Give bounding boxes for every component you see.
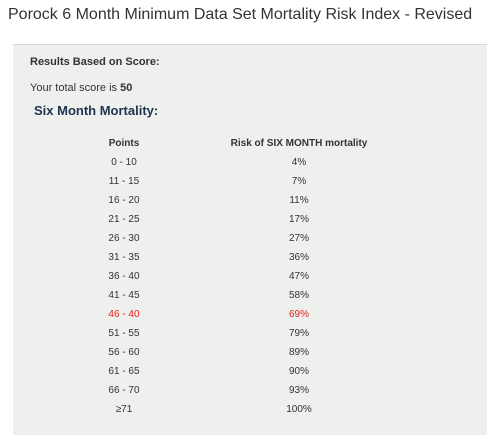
risk-column-header: Risk of SIX MONTH mortality (230, 138, 368, 149)
points-column-header: Points (108, 138, 140, 149)
table-row: 0 - 10 4% (13, 153, 487, 172)
table-row: 41 - 45 58% (13, 286, 487, 305)
six-month-mortality-heading: Six Month Mortality: (34, 103, 159, 118)
table-row-highlighted: 46 - 40 69% (13, 305, 487, 324)
table-row: 51 - 55 79% (13, 324, 487, 343)
table-row: 16 - 20 11% (13, 191, 487, 210)
risk-cell: 58% (288, 290, 309, 301)
risk-cell: 17% (288, 214, 309, 225)
points-cell: 46 - 40 (108, 309, 140, 320)
risk-cell: 36% (288, 252, 309, 263)
points-cell: 31 - 35 (108, 252, 140, 263)
risk-cell: 90% (288, 366, 309, 377)
points-cell: 16 - 20 (108, 195, 140, 206)
risk-cell: 93% (288, 385, 309, 396)
risk-cell: 69% (288, 309, 309, 320)
points-cell: ≥71 (115, 404, 133, 415)
points-cell: 0 - 10 (111, 157, 137, 168)
table-row: 26 - 30 27% (13, 229, 487, 248)
risk-cell: 79% (288, 328, 309, 339)
risk-cell: 100% (286, 404, 312, 415)
table-row: ≥71 100% (13, 400, 487, 419)
points-cell: 66 - 70 (108, 385, 140, 396)
points-cell: 21 - 25 (108, 214, 140, 225)
score-value: 50 (120, 82, 133, 94)
points-cell: 36 - 40 (108, 271, 140, 282)
score-label: Your total score is (30, 82, 121, 94)
risk-cell: 47% (288, 271, 309, 282)
table-row: 61 - 65 90% (13, 362, 487, 381)
risk-cell: 7% (291, 176, 307, 187)
table-row: 21 - 25 17% (13, 210, 487, 229)
table-row: 31 - 35 36% (13, 248, 487, 267)
table-row: 11 - 15 7% (13, 172, 487, 191)
points-cell: 56 - 60 (108, 347, 140, 358)
risk-cell: 4% (291, 157, 307, 168)
points-cell: 51 - 55 (108, 328, 140, 339)
total-score-line: Your total score is 50 (30, 82, 132, 94)
results-heading: Results Based on Score: (30, 56, 160, 68)
results-panel: Results Based on Score: Your total score… (13, 44, 487, 435)
points-cell: 11 - 15 (108, 176, 140, 187)
table-row: 36 - 40 47% (13, 267, 487, 286)
page-title: Porock 6 Month Minimum Data Set Mortalit… (8, 6, 473, 23)
points-cell: 26 - 30 (108, 233, 140, 244)
risk-cell: 89% (288, 347, 309, 358)
table-row: 66 - 70 93% (13, 381, 487, 400)
points-cell: 41 - 45 (108, 290, 140, 301)
risk-cell: 27% (288, 233, 309, 244)
table-row: 56 - 60 89% (13, 343, 487, 362)
risk-cell: 11% (289, 195, 309, 206)
points-cell: 61 - 65 (108, 366, 140, 377)
table-header-row: Points Risk of SIX MONTH mortality (13, 134, 487, 153)
